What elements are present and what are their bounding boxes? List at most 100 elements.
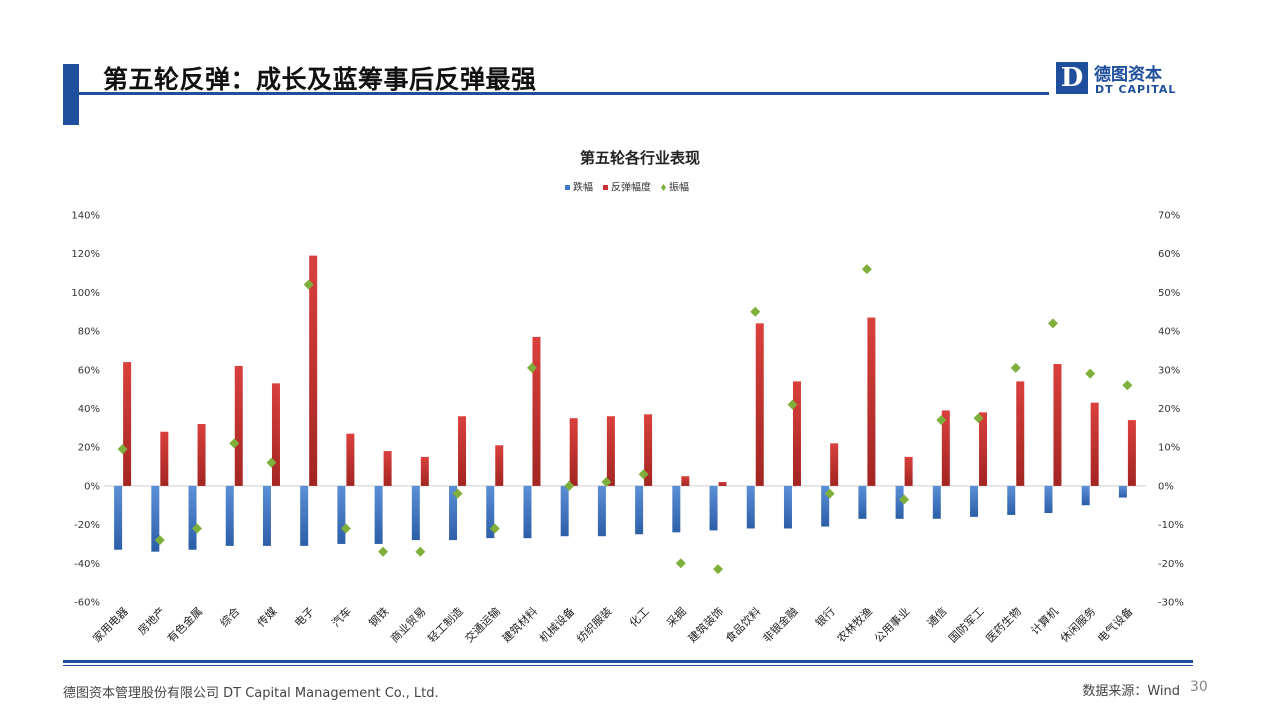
x-category-label: 化工: [626, 604, 651, 629]
x-category-label: 休闲服务: [1057, 604, 1098, 645]
x-category-label: 商业贸易: [387, 604, 428, 645]
x-category-label: 农林牧渔: [834, 604, 875, 645]
x-category-label: 电气设备: [1095, 604, 1136, 645]
legend-diamond: [661, 184, 666, 191]
bar-fall: [449, 485, 458, 541]
marker-amplitude: [564, 480, 575, 491]
bar-rebound: [1090, 402, 1099, 486]
marker-amplitude: [192, 523, 203, 534]
bar-fall: [523, 485, 532, 539]
y-right-tick-label: -30%: [1158, 598, 1184, 609]
x-category-label: 公用事业: [872, 605, 912, 645]
bar-rebound: [271, 383, 280, 486]
x-category-label: 机械设备: [536, 604, 577, 645]
bar-fall: [672, 485, 681, 533]
bar-rebound: [606, 416, 615, 486]
bar-fall: [114, 485, 123, 550]
bar-fall: [1118, 485, 1127, 498]
bar-fall: [374, 485, 383, 544]
x-category-label: 传媒: [255, 605, 280, 630]
x-category-label: 交通运输: [462, 604, 503, 645]
logo-mark-icon: D: [1056, 62, 1088, 94]
x-category-label: 食品饮料: [722, 604, 763, 645]
legend-label: 跌幅: [573, 181, 593, 194]
y-right-tick-label: -10%: [1158, 520, 1184, 531]
bar-rebound: [1016, 381, 1025, 486]
marker-amplitude: [1085, 368, 1096, 379]
x-category-label: 计算机: [1028, 604, 1061, 637]
bar-fall: [486, 485, 495, 539]
marker-amplitude: [601, 477, 612, 488]
y-left-tick-label: -20%: [74, 520, 100, 531]
bar-rebound: [867, 317, 876, 486]
marker-amplitude: [1047, 318, 1058, 329]
bar-fall: [337, 485, 346, 544]
marker-amplitude: [303, 279, 314, 290]
marker-amplitude: [117, 444, 128, 455]
bar-rebound: [1053, 363, 1062, 486]
footer-divider-thin: [63, 665, 1193, 666]
x-category-label: 汽车: [329, 604, 354, 629]
marker-amplitude: [1122, 380, 1133, 391]
bar-fall: [262, 485, 271, 546]
y-right-tick-label: 30%: [1158, 365, 1180, 376]
bar-fall: [1044, 485, 1053, 513]
y-right-tick-label: 0%: [1158, 481, 1174, 492]
bar-fall: [709, 485, 718, 531]
bar-rebound: [234, 365, 243, 486]
bar-fall: [821, 485, 830, 527]
logo-name-en: DT CAPITAL: [1095, 83, 1177, 96]
bar-rebound: [644, 414, 653, 486]
footer-divider: [63, 660, 1193, 663]
y-right-tick-label: 70%: [1158, 211, 1180, 222]
y-right-tick-label: 10%: [1158, 443, 1180, 454]
bar-fall: [783, 485, 792, 529]
marker-amplitude: [266, 457, 277, 468]
marker-amplitude: [1010, 362, 1021, 373]
y-left-tick-label: -60%: [74, 598, 100, 609]
marker-amplitude: [229, 438, 240, 449]
title-divider: [79, 92, 1049, 95]
legend-label: 振幅: [669, 181, 689, 194]
bar-rebound: [346, 433, 355, 486]
bar-rebound: [532, 336, 541, 486]
bar-rebound: [718, 482, 727, 486]
x-category-label: 医药生物: [983, 604, 1024, 645]
y-left-tick-label: 0%: [84, 481, 100, 492]
y-left-tick-label: 120%: [71, 249, 100, 260]
x-category-label: 综合: [217, 604, 242, 629]
y-right-tick-label: 60%: [1158, 249, 1180, 260]
x-category-label: 家用电器: [90, 604, 131, 645]
y-left-tick-label: 100%: [71, 288, 100, 299]
marker-amplitude: [713, 564, 724, 575]
logo-name-cn: 德图资本: [1094, 65, 1162, 85]
x-category-label: 房地产: [135, 604, 168, 637]
bar-fall: [970, 485, 979, 517]
x-category-label: 轻工制造: [425, 604, 466, 645]
bar-rebound: [123, 362, 132, 486]
y-right-tick-label: 20%: [1158, 404, 1180, 415]
marker-amplitude: [973, 413, 984, 424]
marker-amplitude: [899, 494, 910, 505]
title-accent-bar: [63, 64, 79, 125]
bar-fall: [597, 485, 606, 537]
legend-swatch: [603, 185, 608, 190]
bar-rebound: [830, 443, 839, 486]
bar-rebound: [309, 255, 318, 486]
legend-swatch: [565, 185, 570, 190]
x-category-label: 有色金属: [164, 604, 205, 645]
bar-rebound: [755, 323, 764, 486]
bar-rebound: [1127, 420, 1136, 486]
bar-rebound: [160, 431, 169, 486]
company-logo: D 德图资本 DT CAPITAL: [1056, 62, 1196, 98]
y-right-tick-label: -20%: [1158, 559, 1184, 570]
y-left-tick-label: -40%: [74, 559, 100, 570]
marker-amplitude: [638, 469, 649, 480]
bar-fall: [411, 485, 420, 541]
bar-rebound: [458, 416, 467, 486]
marker-amplitude: [750, 306, 761, 317]
marker-amplitude: [861, 264, 872, 275]
bar-fall: [635, 485, 644, 535]
bar-rebound: [383, 451, 392, 486]
